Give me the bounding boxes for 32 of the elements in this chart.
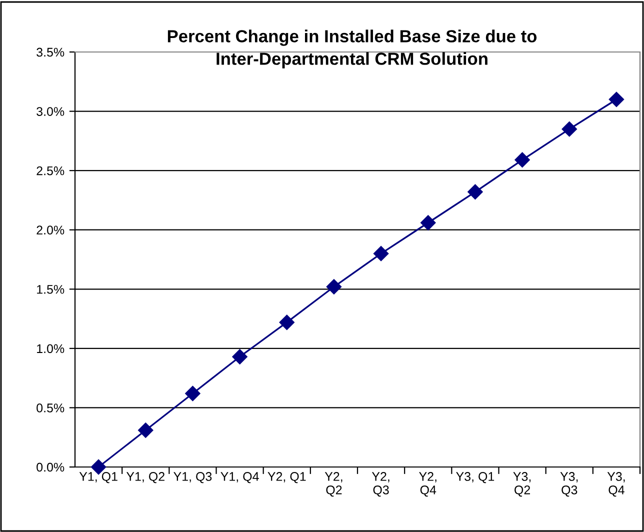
y-tick-label: 2.0% (36, 226, 64, 235)
chart-title: Percent Change in Installed Base Size due to Inter-Departmental CRM Solution (168, 30, 537, 68)
point (185, 386, 200, 402)
y-tick-label: 0.0% (36, 462, 64, 472)
point (138, 422, 154, 438)
point (373, 246, 389, 262)
point (326, 279, 342, 294)
x-tick-label: Y1, Q1 (79, 472, 118, 484)
x-tick-label: Y2, Q2 (324, 472, 342, 497)
y-tick-label: 3.0% (36, 107, 64, 116)
x-tick-label: Y2, Q1 (268, 472, 306, 484)
point (232, 349, 248, 364)
point (608, 92, 624, 107)
x-tick-label: Y1, Q2 (126, 472, 164, 484)
x-tick-label: Y1, Q3 (174, 472, 212, 484)
point (562, 122, 577, 137)
x-tick-label: Y2, Q3 (372, 472, 390, 497)
point (514, 152, 530, 168)
point (468, 184, 483, 200)
y-tick-label: 2.5% (36, 166, 64, 176)
x-tick-label: Y3, Q3 (560, 472, 578, 497)
point (420, 215, 436, 230)
point (279, 314, 294, 330)
x-tick-label: Y3, Q4 (607, 472, 625, 497)
y-tick-label: 1.0% (37, 344, 64, 354)
y-tick-label: 0.5% (36, 404, 64, 412)
x-tick-label: Y3, Q2 (513, 472, 531, 497)
y-tick-label: 1.5% (37, 285, 64, 294)
x-tick-label: Y1, Q4 (220, 472, 259, 484)
x-tick-label: Y2, Q4 (419, 472, 436, 497)
y-tick-label: 3.5% (36, 48, 64, 57)
x-tick-label: Y3, Q1 (456, 472, 494, 484)
